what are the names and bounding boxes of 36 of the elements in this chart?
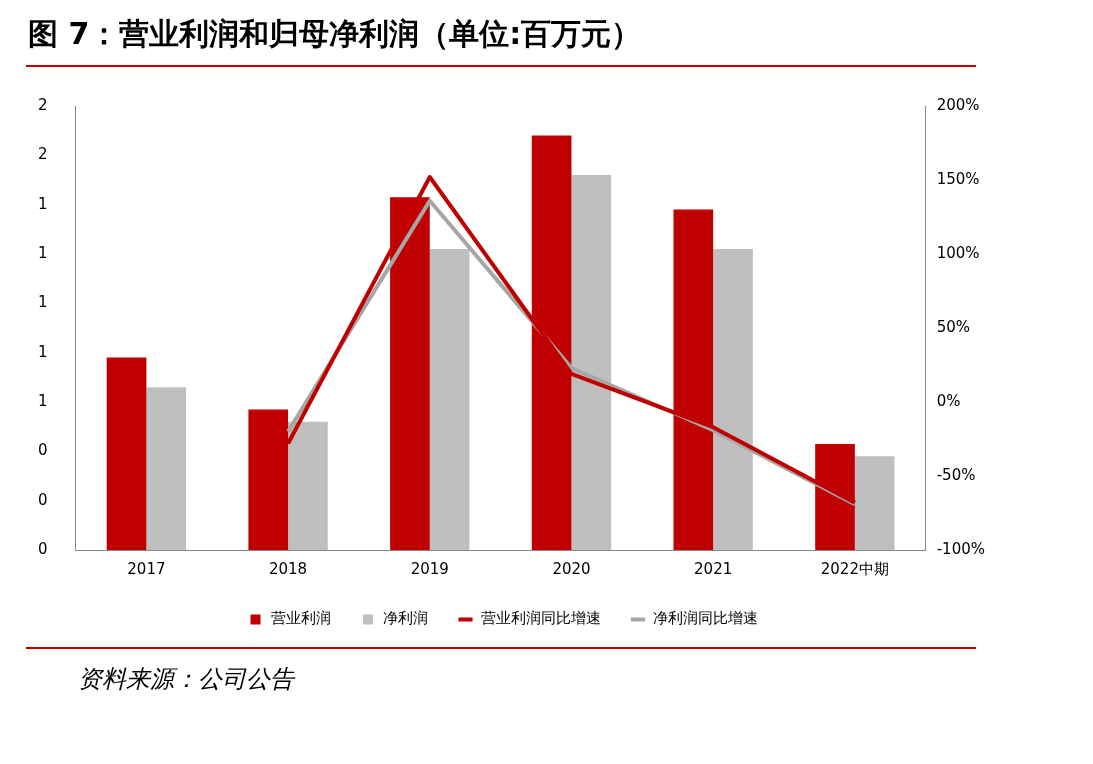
y-tick-label: 0 [38,490,48,509]
y2-tick-label: 150% [936,169,980,188]
y-tick-label: 1 [38,194,48,213]
bar [106,357,147,550]
bar [429,249,470,550]
bar [713,249,753,550]
legend-label: 净利润 [383,609,428,628]
y-tick-label: 0 [38,441,48,460]
y-tick-label: 1 [38,293,48,312]
x-tick-label: 2021 [694,559,733,578]
y-tick-label: 1 [38,342,48,361]
x-tick-label: 2018 [268,559,308,578]
y-tick-label: 2 [38,95,48,114]
bar [571,175,612,550]
bar [288,421,328,550]
y2-tick-label: 50% [936,317,971,336]
bar [854,456,895,550]
x-tick-label: 2019 [410,559,449,578]
legend-label: 净利润同比增速 [653,609,758,628]
chart-title: 图 7：营业利润和归母净利润（单位:百万元） [27,15,643,53]
y-tick-label: 0 [38,539,48,558]
y2-tick-label: 200% [936,95,980,114]
y2-tick-label: 0% [936,391,961,410]
x-tick-label: 2020 [552,559,591,578]
x-tick-label: 2022中期 [820,559,889,578]
y2-tick-label: -50% [936,465,976,484]
y-tick-label: 1 [38,391,48,410]
bar [146,387,187,550]
legend-label: 营业利润同比增速 [480,609,601,628]
y2-tick-label: -100% [936,539,985,558]
y-tick-label: 2 [38,145,48,164]
legend-label: 营业利润 [270,609,331,628]
y-tick-label: 1 [38,243,48,262]
x-tick-label: 2017 [127,559,166,578]
y2-tick-label: 100% [936,243,980,262]
text: 资料来源：公司公告 [77,664,297,695]
